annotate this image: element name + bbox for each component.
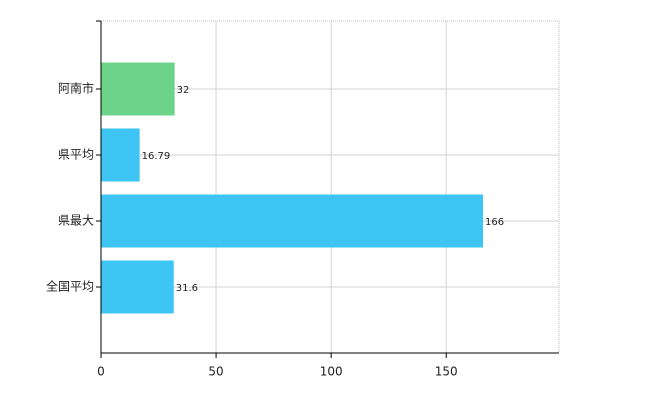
y-tick-label: 県平均 <box>58 148 94 162</box>
bar <box>101 62 175 116</box>
bar <box>101 128 140 182</box>
value-label: 16.79 <box>142 151 171 162</box>
value-label: 31.6 <box>176 283 198 294</box>
y-tick-label: 県最大 <box>58 214 94 228</box>
x-tick-label: 100 <box>320 365 343 379</box>
x-tick-label: 150 <box>435 365 458 379</box>
y-tick-label: 全国平均 <box>46 279 94 294</box>
x-tick-label: 0 <box>97 365 105 379</box>
y-tick-label: 阿南市 <box>58 81 94 96</box>
bar <box>101 194 484 248</box>
bar <box>101 260 174 314</box>
value-label: 166 <box>485 217 504 228</box>
x-tick-label: 50 <box>208 365 223 379</box>
value-label: 32 <box>177 85 190 96</box>
